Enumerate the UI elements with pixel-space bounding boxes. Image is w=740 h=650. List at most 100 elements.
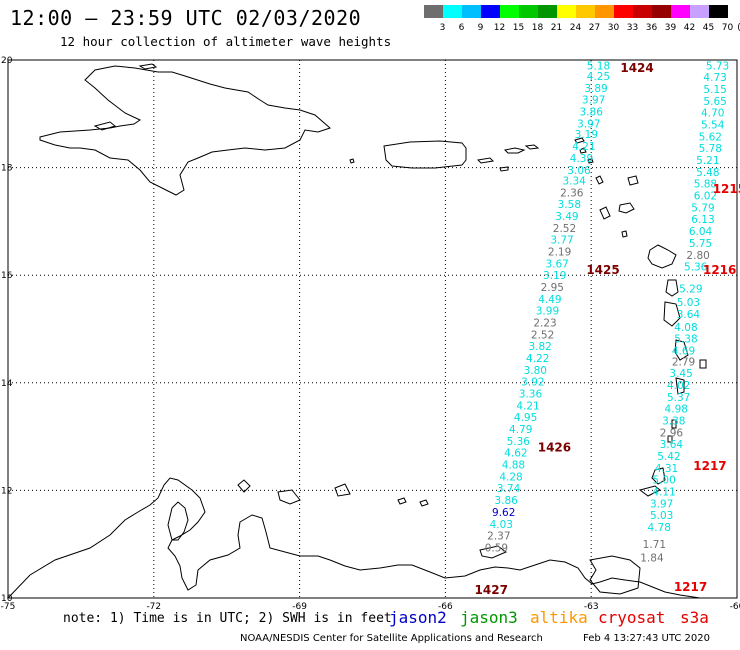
scale-label: 45 [702,23,715,33]
latitude-label: 16 [1,271,13,281]
scale-swatch [652,5,671,18]
wave-height-value: 4.03 [490,519,513,531]
scale-label: 30 [607,23,620,33]
wave-height-value: 4.98 [665,404,688,416]
satellite-legend-item: jason2 [389,608,447,627]
scale-label: 9 [477,23,484,33]
wave-height-value: 3.67 [545,258,568,270]
wave-height-value: 3.92 [521,377,544,389]
coast-curacao [277,489,301,505]
coast-virgin-islands [499,144,540,172]
wave-height-value: 3.36 [519,389,543,401]
grid-labels: -75 -72 -69 -66 -63 -60 20 18 16 14 12 10 [1,56,740,612]
wave-height-value: 3.86 [494,495,518,507]
longitude-label: -63 [584,602,599,612]
longitude-label: -69 [292,602,307,612]
wave-height-value: 5.88 [694,179,717,191]
wave-height-value: 4.69 [672,346,695,358]
wave-height-value: 5.65 [703,96,726,108]
pass-labels: 1424142514261427121215121612171217 [475,61,740,597]
wave-height-value: 4.22 [526,353,549,365]
timestamp-text: Feb 4 13:27:43 UTC 2020 [583,633,710,644]
wave-height-value: 3.97 [577,118,600,130]
scale-swatch [576,5,595,18]
wave-height-value: 4.39 [570,153,593,165]
wave-height-value: 4.70 [701,108,724,120]
coast-bonaire [334,483,351,497]
wave-height-value: 4.79 [509,424,532,436]
pass-number-label: 1216 [703,263,736,277]
coast-martinique [663,301,681,327]
coast-dominica [665,279,679,297]
graticule [8,60,737,598]
wave-height-value: 4.62 [504,448,527,460]
wave-height-value: 4.73 [703,72,726,84]
wave-height-value: 6.13 [691,214,714,226]
wave-height-value: 3.38 [662,415,685,427]
coast-stkitts [595,175,604,185]
scale-unit: (ft) [732,23,740,33]
scale-label: 3 [439,23,446,33]
scale-swatch [424,5,443,18]
coast-lake-maracaibo [167,501,189,541]
map-title: 12:00 – 23:59 UTC 02/03/2020 [10,6,362,30]
scale-label: 12 [493,23,506,33]
track-jason3-east: 5.734.735.155.654.705.545.625.785.215.48… [640,60,729,564]
scale-swatch [595,5,614,18]
wave-height-value: 5.75 [689,238,712,250]
scale-label: 15 [512,23,525,33]
satellite-legend-item: s3a [680,608,709,627]
wave-height-value: 4.31 [655,463,678,475]
coast-grenadines [667,419,677,443]
longitude-label: -60 [730,602,740,612]
longitude-label: -66 [438,602,453,612]
wave-height-value: 5.38 [674,334,697,346]
wave-height-value: 4.78 [648,522,671,534]
satellite-legend-item: altika [530,608,588,627]
scale-swatch [690,5,709,18]
latitude-label: 18 [1,164,13,174]
wave-height-value: 5.78 [699,143,722,155]
wave-height-value: 2.52 [531,329,554,341]
wave-height-value: 4.25 [587,71,610,83]
wave-height-value: 3.97 [582,94,605,106]
wave-height-value: 6.02 [694,191,717,203]
wave-height-value: 5.79 [691,202,714,214]
longitude-label: -75 [1,602,16,612]
wave-height-value: 2.37 [487,531,510,543]
coast-guadeloupe [647,244,677,269]
wave-height-value: 2.96 [660,427,684,439]
wave-height-value: 5.00 [652,475,675,487]
coast-barbuda [627,175,639,186]
scale-swatch [538,5,557,18]
wave-height-value: 5.54 [701,120,725,132]
coast-vieques [476,157,495,164]
coast-stvincent [675,377,685,395]
latitude-label: 10 [1,594,13,604]
wave-height-value: 3.86 [580,107,604,119]
wave-height-value: 2.79 [672,356,695,368]
wave-height-value: 3.19 [575,129,598,141]
coast-puerto-rico [383,140,467,169]
longitude-label: -72 [146,602,161,612]
satellite-legend-item: jason3 [460,608,518,627]
wave-height-value: 3.80 [524,365,547,377]
wave-height-value: 5.62 [699,131,722,143]
wave-height-value: 2.36 [560,187,584,199]
scale-swatch [671,5,690,18]
wave-height-value: 3.64 [660,439,684,451]
pass-number-label: 1426 [538,440,571,454]
coast-barbados [699,359,707,369]
scale-swatch [500,5,519,18]
scale-label: 70 [721,23,734,33]
map-subtitle: 12 hour collection of altimeter wave hei… [60,34,392,49]
scale-label: 33 [626,23,639,33]
wave-height-value: 3.06 [567,165,591,177]
coast-stlucia [674,339,689,361]
latitude-label: 12 [1,486,12,496]
coast-nevis-montserrat [599,206,628,238]
wave-height-value: 3.82 [528,341,551,353]
track-jason3-west: 5.184.253.893.973.863.973.194.214.393.06… [485,60,610,554]
